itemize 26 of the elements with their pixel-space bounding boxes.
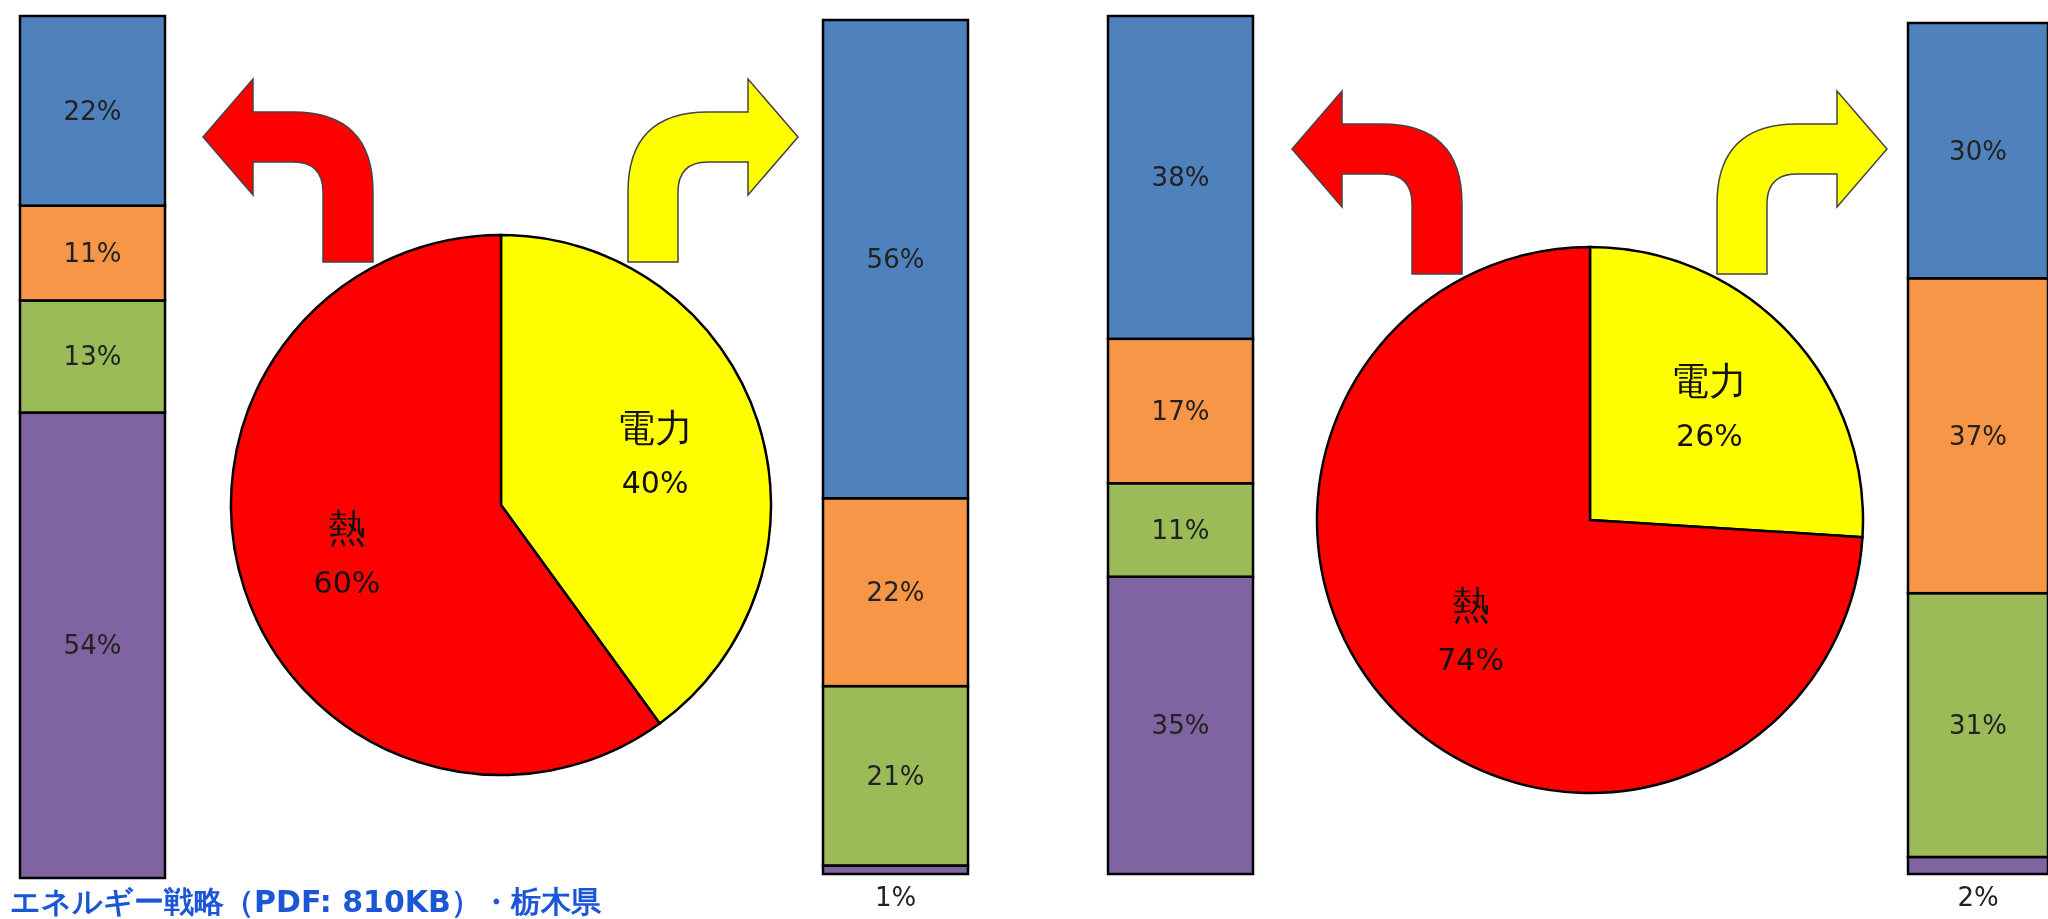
- data-label: 11%: [1151, 514, 1210, 545]
- slice-label: 電力: [617, 405, 694, 450]
- data-label: 22%: [63, 95, 122, 126]
- data-label: 56%: [866, 244, 925, 275]
- data-label: 74%: [1437, 642, 1504, 678]
- data-label: 2%: [1957, 882, 1999, 912]
- data-label: 35%: [1151, 710, 1210, 741]
- data-label: 11%: [63, 238, 122, 269]
- pie-slice: [1315, 245, 1864, 795]
- data-label: 21%: [866, 760, 925, 791]
- data-label: 31%: [1949, 710, 2007, 741]
- slice-label: 熱: [327, 506, 366, 551]
- data-label: 37%: [1949, 420, 2007, 451]
- slice-label: 電力: [1671, 358, 1748, 403]
- data-label: 40%: [621, 464, 689, 500]
- data-label: 38%: [1151, 162, 1210, 193]
- data-label: 60%: [313, 565, 381, 601]
- data-label: 17%: [1151, 396, 1210, 427]
- data-label: 30%: [1949, 135, 2007, 166]
- data-label: 54%: [63, 630, 122, 661]
- data-label: 1%: [874, 882, 917, 912]
- data-label: 26%: [1676, 417, 1743, 453]
- data-label: 13%: [63, 341, 122, 372]
- text: エネルギー戦略（PDF: 810KB）・栃木県: [10, 884, 602, 919]
- data-label: 22%: [866, 577, 925, 608]
- slice-label: 熱: [1451, 583, 1490, 628]
